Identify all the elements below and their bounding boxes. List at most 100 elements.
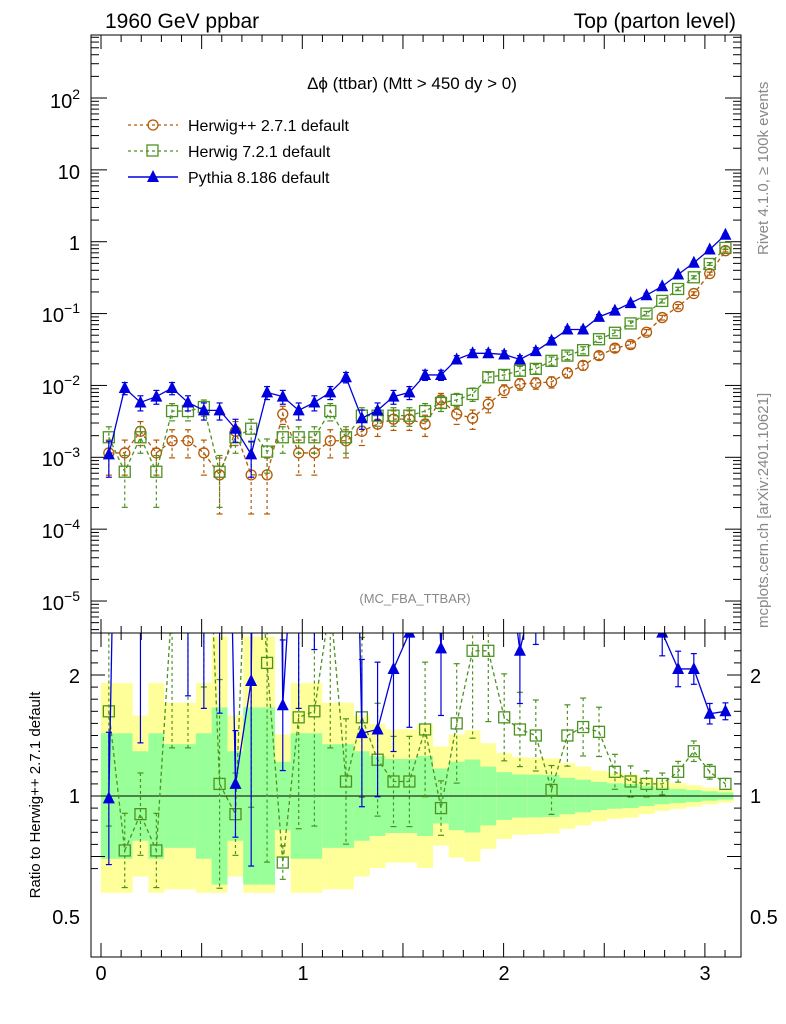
data-point-triangle bbox=[545, 333, 558, 346]
legend-triangle-marker-icon bbox=[147, 170, 159, 182]
ratio-tick-label-0-5: 0.5 bbox=[52, 907, 80, 929]
ratio-tick-label-1-right: 1 bbox=[750, 786, 761, 808]
data-point-square bbox=[624, 775, 637, 788]
data-point-triangle bbox=[387, 389, 400, 402]
data-point-square bbox=[656, 777, 669, 791]
data-point-triangle bbox=[641, 511, 653, 523]
data-point-square bbox=[703, 257, 716, 271]
data-point-triangle bbox=[577, 523, 589, 535]
data-point-circle bbox=[688, 287, 700, 300]
data-point-triangle bbox=[276, 389, 289, 402]
data-point-circle bbox=[656, 311, 668, 324]
x-tick-label-1: 1 bbox=[297, 963, 308, 985]
data-point-triangle bbox=[625, 450, 637, 462]
data-point-triangle bbox=[687, 255, 700, 268]
main-series-0 bbox=[103, 245, 732, 515]
data-point-square bbox=[513, 723, 527, 736]
data-point-square bbox=[118, 844, 131, 857]
ratio-series-group bbox=[102, 184, 732, 889]
data-point-circle bbox=[308, 447, 321, 459]
data-point-square bbox=[608, 326, 622, 339]
data-point-triangle bbox=[229, 421, 242, 434]
data-point-triangle bbox=[498, 523, 510, 535]
data-point-square bbox=[608, 765, 622, 778]
data-point-triangle bbox=[276, 698, 289, 711]
data-point-square bbox=[260, 656, 274, 670]
data-point-triangle bbox=[546, 450, 558, 462]
data-point-square bbox=[292, 711, 305, 724]
mcplots-citation-label: mcplots.cern.ch [arXiv:2401.10621] bbox=[755, 393, 772, 628]
legend-label-herwig7: Herwig 7.2.1 default bbox=[188, 144, 331, 161]
data-point-square bbox=[482, 371, 495, 384]
data-point-square bbox=[387, 775, 400, 788]
data-point-triangle bbox=[482, 346, 495, 359]
data-point-triangle bbox=[624, 296, 637, 309]
data-point-circle bbox=[672, 300, 684, 313]
ratio-panel: 2 1 0.5 2 1 0.5 0 1 2 3 bbox=[52, 184, 778, 985]
data-point-square bbox=[545, 783, 558, 797]
data-point-triangle bbox=[387, 661, 400, 674]
data-point-square bbox=[592, 333, 606, 346]
data-point-square bbox=[245, 422, 258, 435]
y-tick-label-1em5: 10−5 bbox=[42, 588, 80, 615]
data-point-triangle bbox=[181, 395, 194, 408]
data-point-triangle bbox=[719, 704, 732, 717]
data-point-triangle bbox=[608, 303, 621, 316]
ratio-series-0 bbox=[102, 403, 732, 889]
data-point-triangle bbox=[656, 633, 669, 638]
data-point-triangle bbox=[292, 403, 305, 416]
data-point-triangle bbox=[640, 288, 653, 301]
data-point-triangle bbox=[434, 641, 447, 654]
data-point-square bbox=[403, 775, 416, 788]
data-point-square bbox=[339, 775, 353, 788]
data-point-triangle bbox=[134, 395, 147, 408]
main-series-1 bbox=[102, 241, 732, 508]
data-point-triangle bbox=[166, 381, 179, 394]
data-point-square bbox=[308, 431, 321, 444]
data-point-triangle bbox=[419, 367, 432, 380]
series-line bbox=[108, 234, 726, 456]
data-point-square bbox=[545, 354, 558, 367]
data-point-square bbox=[466, 644, 479, 657]
legend-entry-pythia: Pythia 8.186 default bbox=[128, 170, 330, 187]
data-point-square bbox=[102, 705, 116, 718]
data-point-square bbox=[150, 844, 163, 857]
data-point-triangle bbox=[261, 385, 274, 398]
data-point-square bbox=[450, 717, 463, 730]
ratio-y-axis-label: Ratio to Herwig++ 2.7.1 default bbox=[27, 691, 44, 899]
data-point-square bbox=[292, 431, 305, 444]
data-point-square bbox=[498, 711, 511, 724]
data-point-square bbox=[671, 765, 685, 778]
data-point-triangle bbox=[419, 329, 431, 341]
data-point-circle bbox=[640, 326, 653, 338]
data-point-square bbox=[434, 396, 448, 410]
data-point-triangle bbox=[434, 367, 447, 380]
legend: Herwig++ 2.7.1 default Herwig 7.2.1 defa… bbox=[128, 118, 350, 187]
ratio-tick-label-2-right: 2 bbox=[750, 666, 761, 688]
data-point-triangle bbox=[245, 674, 258, 687]
data-point-triangle bbox=[355, 726, 368, 739]
x-tick-label-2: 2 bbox=[498, 963, 509, 985]
data-point-triangle bbox=[213, 403, 226, 416]
data-point-square bbox=[624, 317, 637, 330]
data-point-square bbox=[482, 644, 495, 657]
data-point-triangle bbox=[672, 267, 685, 280]
data-point-circle bbox=[561, 367, 574, 379]
data-point-square bbox=[134, 431, 147, 444]
data-point-square bbox=[418, 723, 432, 736]
analysis-label: (MC_FBA_TTBAR) bbox=[359, 591, 470, 606]
header-energy-label: 1960 GeV ppbar bbox=[105, 10, 259, 33]
data-point-square bbox=[165, 404, 179, 418]
data-point-triangle bbox=[150, 184, 162, 196]
data-point-square bbox=[719, 777, 732, 791]
data-point-square bbox=[450, 393, 463, 407]
y-tick-label-1e0: 1 bbox=[69, 233, 80, 255]
data-point-square bbox=[640, 307, 653, 320]
y-tick-label-1em2: 10−2 bbox=[42, 372, 80, 399]
data-point-circle bbox=[451, 408, 463, 420]
data-point-square bbox=[246, 403, 257, 414]
data-point-circle bbox=[624, 338, 637, 351]
data-point-triangle bbox=[324, 385, 337, 398]
data-point-circle bbox=[593, 349, 605, 362]
data-point-triangle bbox=[529, 344, 542, 357]
